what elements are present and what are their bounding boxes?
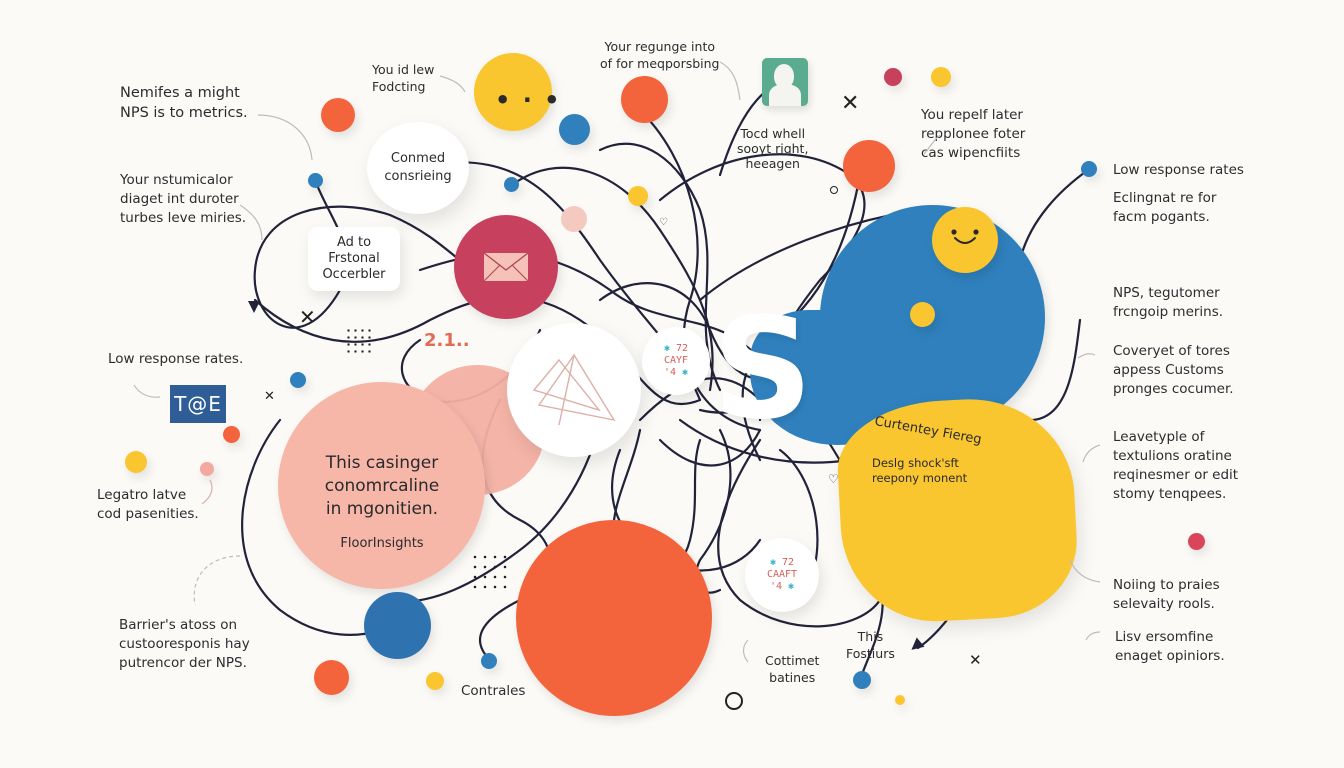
label-your-regunge: Your regunge into of for meqporsbing	[600, 39, 720, 71]
label-lisv: Lisv ersomfine enaget opiniors.	[1115, 629, 1225, 664]
brand-name: FloorInsights	[340, 536, 424, 551]
pink-ring-dot	[561, 206, 587, 232]
chart-value: 72	[676, 343, 689, 354]
orange-dot	[621, 76, 668, 123]
blue-dot	[853, 671, 871, 689]
label-contrales: Contrales	[461, 683, 526, 699]
yellow-dot	[628, 186, 648, 206]
close-x-icon: ✕	[841, 91, 860, 116]
hollow-ring	[830, 186, 838, 194]
yellow-dot	[895, 695, 905, 705]
yellow-dot	[910, 302, 935, 327]
blue-dot	[481, 653, 497, 669]
note-card: Ad to Frstonal Occerbler	[308, 227, 400, 291]
label-nemifes: Nemifes a might NPS is to metrics.	[120, 85, 248, 121]
label-leavetyple: Leavetyple of textulions oratine reqines…	[1113, 429, 1239, 502]
label-nps-tegutomer: NPS, tegutomer frcngoip merins.	[1113, 285, 1224, 320]
mini-chart-badge-top: ✱ 72 CAYF '4 ✱	[642, 327, 710, 395]
orange-dot	[843, 140, 895, 192]
user-avatar-icon	[762, 58, 808, 106]
bubble-conmed: Conmed consrieing	[367, 122, 469, 214]
blue-dot	[559, 114, 590, 145]
chart-sub: '4	[769, 581, 782, 592]
label-legatro: Legatro latve cod pasenities.	[97, 487, 199, 522]
blue-dot	[504, 177, 519, 192]
heart-icon: ♡	[828, 472, 839, 486]
blue-dot	[364, 592, 431, 659]
red-dot	[1188, 533, 1205, 550]
envelope-icon	[483, 252, 529, 282]
label-this-fostiurs: This Fostiurs	[846, 629, 895, 661]
pink-large-circle	[278, 382, 485, 589]
chart-label: CAAFT	[766, 569, 798, 580]
chart-value: 72	[782, 557, 795, 568]
heart-icon: ♡	[659, 217, 668, 228]
label-you-id-lew: You id lew Fodcting	[372, 62, 435, 94]
blue-dot	[308, 173, 323, 188]
pink-dot	[200, 462, 214, 476]
hollow-ring	[725, 692, 743, 710]
orange-dot	[314, 660, 349, 695]
label-tocd-whell: Tocd whell sooyt right, heeagen	[737, 126, 809, 171]
orange-dot	[321, 98, 355, 132]
t-at-e-badge: T@E	[170, 385, 226, 423]
sparkle-icon: ✱	[769, 557, 776, 568]
label-noiing: Noiing to praies selevaity rools.	[1113, 577, 1220, 612]
chart-sub: '4	[663, 367, 676, 378]
yellow-face-circle	[474, 53, 552, 131]
number-tag: 2.1..	[424, 330, 470, 351]
close-x-icon: ✕	[969, 651, 982, 669]
sparkle-icon: ✱	[663, 343, 670, 354]
close-x-icon: ✕	[299, 305, 316, 329]
label-coveryet: Coveryet of tores appess Customs pronges…	[1113, 343, 1234, 397]
yellow-dot	[125, 451, 147, 473]
orange-large-circle	[516, 520, 712, 716]
smiley-face-circle	[932, 207, 998, 273]
ellipsis-face-icon: • · •	[495, 86, 562, 114]
blue-dot	[290, 372, 306, 388]
label-eclingnat: Eclingnat re for facm pogants.	[1113, 190, 1217, 225]
yellow-dot	[931, 67, 951, 87]
close-x-icon: ✕	[264, 389, 275, 404]
triangle-bubble	[507, 323, 641, 457]
dot-cluster	[345, 327, 373, 355]
dot-cluster	[470, 552, 510, 592]
chart-label: CAYF	[663, 355, 689, 366]
abstract-triangle-icon	[532, 353, 616, 426]
pink-circle-text: This casinger conomrcaline in mgonitien.	[324, 453, 440, 519]
label-your-nstumicalor: Your nstumicalor diaget int duroter turb…	[120, 172, 247, 226]
label-low-response-right: Low response rates	[1113, 162, 1244, 178]
label-barriers: Barrier's atoss on custooresponis hay pu…	[119, 617, 250, 671]
big-letter-s: S	[712, 288, 813, 451]
blue-dot	[1081, 161, 1097, 177]
label-cottimet: Cottimet batines	[765, 653, 820, 685]
orange-dot	[223, 426, 240, 443]
label-you-repelf: You repelf later repplonee foter cas wip…	[921, 107, 1026, 161]
yellow-note-body: Deslg shock'sft reepony monent	[872, 456, 968, 485]
magenta-dot	[884, 68, 902, 86]
smiley-face-icon	[951, 229, 979, 244]
yellow-dot	[426, 672, 444, 690]
label-low-response-left: Low response rates.	[108, 351, 244, 367]
mini-chart-badge-bottom: ✱ 72 CAAFT '4 ✱	[745, 538, 819, 612]
arrowhead-icon	[248, 301, 260, 313]
